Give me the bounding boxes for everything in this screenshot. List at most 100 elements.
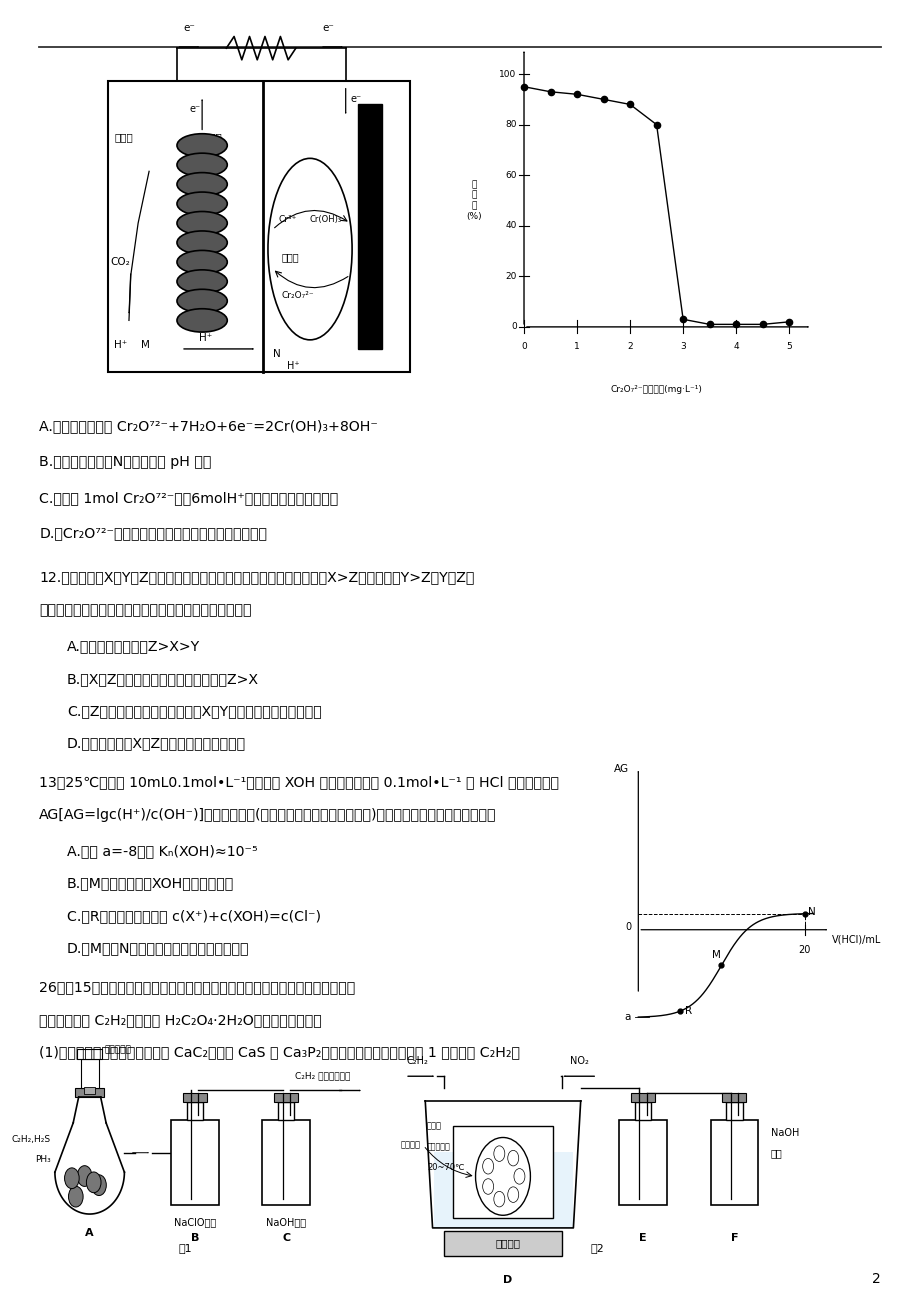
Text: H⁺: H⁺ xyxy=(114,340,128,350)
Text: D.　Cr₂O⁷²⁻离子浓度较大时，可能会造成还原菌失活: D. Cr₂O⁷²⁻离子浓度较大时，可能会造成还原菌失活 xyxy=(40,526,267,540)
Bar xyxy=(278,1103,294,1120)
Text: B.　X、Z两种元素的单质的永点一定是Z>X: B. X、Z两种元素的单质的永点一定是Z>X xyxy=(67,672,258,686)
Circle shape xyxy=(482,1178,494,1194)
Text: 1: 1 xyxy=(573,342,579,352)
Text: C.　R点溶液中可能存在 c(X⁺)+c(XOH)=c(Cl⁻): C. R点溶液中可能存在 c(X⁺)+c(XOH)=c(Cl⁻) xyxy=(67,909,321,923)
Text: NaOH溶液: NaOH溶液 xyxy=(266,1217,306,1228)
Bar xyxy=(75,1088,104,1098)
Ellipse shape xyxy=(176,173,227,195)
Circle shape xyxy=(77,1165,92,1186)
Circle shape xyxy=(475,1138,530,1215)
Text: A: A xyxy=(85,1228,94,1238)
Text: D.　工业上获得X、Z单质的方法主要是电解: D. 工业上获得X、Z单质的方法主要是电解 xyxy=(67,737,245,750)
Bar xyxy=(434,1152,573,1228)
Text: 磁力搅拌: 磁力搅拌 xyxy=(494,1238,519,1249)
Text: 4: 4 xyxy=(732,342,738,352)
Ellipse shape xyxy=(176,211,227,234)
Bar xyxy=(452,1126,552,1217)
Circle shape xyxy=(86,1172,101,1193)
Text: e⁻: e⁻ xyxy=(323,22,335,33)
Circle shape xyxy=(507,1187,518,1203)
Text: M: M xyxy=(711,950,720,960)
Ellipse shape xyxy=(176,134,227,158)
Text: M: M xyxy=(141,340,150,350)
Text: NaOH: NaOH xyxy=(770,1129,799,1138)
Text: 多孔球泡: 多孔球泡 xyxy=(401,1141,420,1150)
Text: e⁻: e⁻ xyxy=(350,94,361,104)
Text: B: B xyxy=(190,1233,199,1243)
Bar xyxy=(108,81,409,372)
Ellipse shape xyxy=(176,250,227,273)
Bar xyxy=(81,1060,98,1088)
Circle shape xyxy=(494,1146,505,1161)
Text: 少量硝酸汞: 少量硝酸汞 xyxy=(426,1143,450,1152)
Text: 2: 2 xyxy=(627,342,632,352)
Text: 同学设计利用 C₂H₂气体制取 H₂C₂O₄·2H₂O。回答下列问题：: 同学设计利用 C₂H₂气体制取 H₂C₂O₄·2H₂O。回答下列问题： xyxy=(40,1013,322,1027)
Text: Cr₂O₇²⁻: Cr₂O₇²⁻ xyxy=(281,290,314,299)
Text: 还原菌: 还原菌 xyxy=(281,251,299,262)
Ellipse shape xyxy=(176,154,227,177)
Circle shape xyxy=(514,1169,525,1184)
Text: Cr(OH)₃: Cr(OH)₃ xyxy=(309,215,341,224)
Text: V(HCl)/mL: V(HCl)/mL xyxy=(832,935,880,945)
Text: A.　正极反应式是 Cr₂O⁷²⁻+7H₂O+6e⁻=2Cr(OH)₃+8OH⁻: A. 正极反应式是 Cr₂O⁷²⁻+7H₂O+6e⁻=2Cr(OH)₃+8OH⁻ xyxy=(40,419,378,434)
Circle shape xyxy=(64,1168,79,1189)
Text: H⁺: H⁺ xyxy=(287,361,300,371)
Text: PH₃: PH₃ xyxy=(35,1155,51,1164)
Text: C.　Z的最高价氧化物一定能溶于X、Y的最高价氧化物的水化物: C. Z的最高价氧化物一定能溶于X、Y的最高价氧化物的水化物 xyxy=(67,704,321,719)
Text: C₂H₂ 及少量水蒸气: C₂H₂ 及少量水蒸气 xyxy=(295,1072,350,1081)
Text: 微生物: 微生物 xyxy=(204,133,222,142)
Text: 2: 2 xyxy=(871,1272,879,1286)
Bar xyxy=(634,1103,651,1120)
Text: 40: 40 xyxy=(505,221,516,230)
Ellipse shape xyxy=(176,193,227,215)
Text: Cr³⁺: Cr³⁺ xyxy=(278,215,297,224)
Text: NaClO溶液: NaClO溶液 xyxy=(174,1217,216,1228)
Text: C₂H₂: C₂H₂ xyxy=(405,1056,427,1066)
Text: B.　电池工作时，N极附近溶液 pH 减小: B. 电池工作时，N极附近溶液 pH 减小 xyxy=(40,456,211,469)
Text: 交换膜: 交换膜 xyxy=(193,210,211,220)
Text: 饱和食盐水: 饱和食盐水 xyxy=(104,1046,131,1055)
Ellipse shape xyxy=(267,159,352,340)
Text: F: F xyxy=(730,1233,737,1243)
Text: 100: 100 xyxy=(499,69,516,78)
Text: 图1: 图1 xyxy=(178,1243,192,1254)
Ellipse shape xyxy=(176,309,227,332)
Text: 20~70℃: 20~70℃ xyxy=(426,1163,464,1172)
Text: e⁻: e⁻ xyxy=(189,104,200,113)
Text: 0: 0 xyxy=(510,323,516,332)
Bar xyxy=(709,1120,757,1204)
Text: 形成常见的离子化合物。则下列说法中错误的是（　　）: 形成常见的离子化合物。则下列说法中错误的是（ ） xyxy=(40,603,252,617)
Text: R: R xyxy=(685,1006,692,1017)
Text: 12.短周期元素X、Y、Z的简单离子具有相同的核外电子排布，原子半径X>Z，离子半径Y>Z，Y与Z可: 12.短周期元素X、Y、Z的简单离子具有相同的核外电子排布，原子半径X>Z，离子… xyxy=(40,570,474,585)
Text: C.　处理 1mol Cr₂O⁷²⁻时有6molH⁺从交换膜右侧向左侧迁移: C. 处理 1mol Cr₂O⁷²⁻时有6molH⁺从交换膜右侧向左侧迁移 xyxy=(40,491,338,505)
Text: 60: 60 xyxy=(505,171,516,180)
Text: Cr₂O₇²⁻离子浓度(mg·L⁻¹): Cr₂O₇²⁻离子浓度(mg·L⁻¹) xyxy=(610,385,702,395)
Bar xyxy=(262,1120,310,1204)
Text: E: E xyxy=(639,1233,646,1243)
Bar xyxy=(274,1094,298,1103)
Bar xyxy=(171,1120,219,1204)
Text: 20: 20 xyxy=(798,945,810,956)
Bar xyxy=(358,104,382,349)
Bar xyxy=(183,1094,207,1103)
Text: 20: 20 xyxy=(505,272,516,281)
Text: 浓硝酸: 浓硝酸 xyxy=(426,1121,442,1130)
Text: a: a xyxy=(624,1013,630,1022)
Text: D: D xyxy=(503,1275,512,1285)
Text: 13．25℃时，向 10mL0.1mol•L⁻¹一元弱碱 XOH 溶液中逐滴满加 0.1mol•L⁻¹ 的 HCl 溶液，溶液的: 13．25℃时，向 10mL0.1mol•L⁻¹一元弱碱 XOH 溶液中逐滴满加… xyxy=(40,776,559,789)
Text: 溶液: 溶液 xyxy=(770,1148,782,1157)
Circle shape xyxy=(92,1174,107,1195)
Text: H⁺: H⁺ xyxy=(199,333,212,344)
Text: D.　M点到N点，水的电离程度先增大后减小: D. M点到N点，水的电离程度先增大后减小 xyxy=(67,941,249,956)
Text: 去
除
率
(%): 去 除 率 (%) xyxy=(465,181,481,220)
Text: 0: 0 xyxy=(520,342,527,352)
Text: 0: 0 xyxy=(624,922,630,932)
Text: 80: 80 xyxy=(505,120,516,129)
Text: (1)甲组的同学以电石（主要成分 CaC₂，少量 CaS 及 Ca₃P₂杂质等）为原料，并用下图 1 装置制取 C₂H₂。: (1)甲组的同学以电石（主要成分 CaC₂，少量 CaS 及 Ca₃P₂杂质等）… xyxy=(40,1046,520,1059)
Circle shape xyxy=(507,1151,518,1165)
Ellipse shape xyxy=(176,270,227,293)
Text: C₂H₂,H₂S: C₂H₂,H₂S xyxy=(12,1135,51,1144)
Bar xyxy=(630,1094,654,1103)
Bar xyxy=(721,1094,745,1103)
